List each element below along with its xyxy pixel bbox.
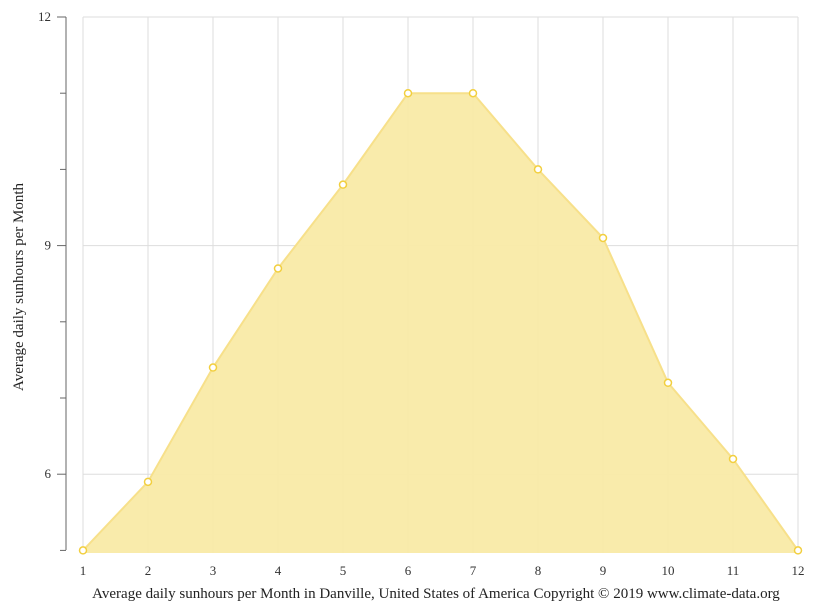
y-tick-label: 12 xyxy=(38,9,51,24)
x-tick-label: 3 xyxy=(210,563,217,578)
x-tick-label: 4 xyxy=(275,563,282,578)
data-point-marker xyxy=(78,546,88,555)
data-point-marker xyxy=(533,165,543,174)
x-axis-tick-labels: 1 2 3 4 5 6 7 8 9 10 11 12 xyxy=(80,563,805,578)
x-tick-label: 11 xyxy=(727,563,740,578)
x-tick-label: 2 xyxy=(145,563,152,578)
data-point-marker xyxy=(793,546,803,555)
sunhours-line xyxy=(82,92,799,552)
x-tick-label: 8 xyxy=(535,563,542,578)
data-point-marker xyxy=(143,477,153,487)
data-point-marker xyxy=(273,264,283,273)
data-point-marker xyxy=(663,378,673,388)
x-tick-label: 6 xyxy=(405,563,412,578)
y-axis-title: Average daily sunhours per Month xyxy=(11,183,27,392)
x-tick-label: 1 xyxy=(80,563,87,578)
data-point-marker xyxy=(728,454,738,464)
data-point-marker xyxy=(468,88,478,98)
y-axis-tick-labels: 6 9 12 xyxy=(38,9,52,481)
x-tick-label: 12 xyxy=(792,563,805,578)
data-point-marker xyxy=(208,363,218,372)
y-tick-label: 9 xyxy=(45,238,52,253)
data-point-marker xyxy=(598,233,608,243)
y-axis xyxy=(57,16,67,551)
data-markers xyxy=(78,88,803,555)
x-axis-title: Average daily sunhours per Month in Danv… xyxy=(92,586,780,602)
data-point-marker xyxy=(403,88,413,98)
x-tick-label: 9 xyxy=(600,563,607,578)
x-tick-label: 5 xyxy=(340,563,347,578)
data-point-marker xyxy=(338,180,348,189)
sunhours-area xyxy=(83,93,798,553)
x-tick-label: 10 xyxy=(662,563,675,578)
x-tick-label: 7 xyxy=(470,563,477,578)
y-tick-label: 6 xyxy=(45,466,52,481)
